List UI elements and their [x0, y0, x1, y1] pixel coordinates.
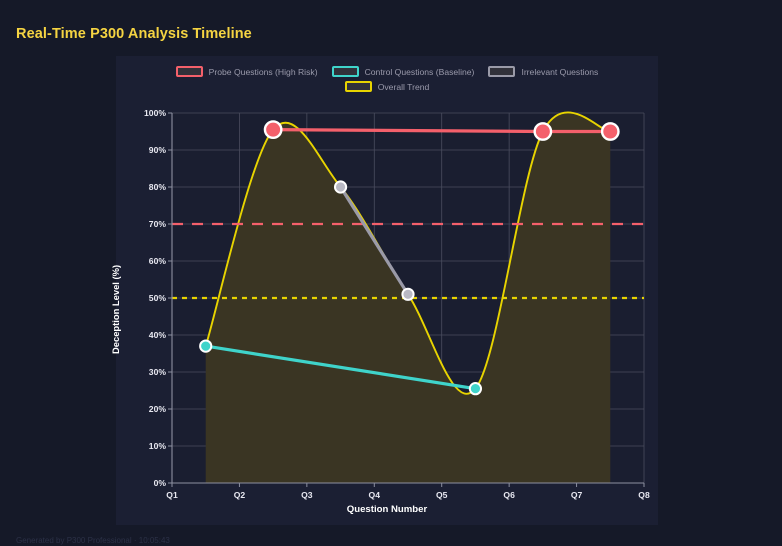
chart-canvas — [168, 111, 645, 487]
data-point-irrelevant[interactable] — [333, 180, 348, 194]
x-axis-tick-label: Q4 — [368, 490, 381, 500]
data-point-probe[interactable] — [263, 120, 283, 140]
chart-card: Probe Questions (High Risk) Control Ques… — [110, 56, 658, 525]
legend-label-probe: Probe Questions (High Risk) — [208, 66, 318, 77]
x-axis-tick-label: Q5 — [435, 490, 448, 500]
y-axis-tick-label: 80% — [148, 182, 166, 192]
x-axis-tick-label: Q7 — [570, 490, 583, 500]
y-axis-label: Deception Level (%) — [110, 264, 121, 354]
data-point-probe[interactable] — [600, 122, 620, 141]
x-axis-tick-label: Q1 — [166, 490, 178, 500]
legend-label-control: Control Questions (Baseline) — [364, 66, 475, 77]
legend-item-control[interactable]: Control Questions (Baseline) — [331, 66, 475, 77]
plot-area: 0% 10% 20% 30% 40% 50% 60% 70% 80% 90% 100% Q1 Q2 Q3… — [110, 56, 658, 525]
chart-legend: Probe Questions (High Risk) Control Ques… — [116, 66, 658, 92]
legend-label-trend: Overall Trend — [377, 81, 430, 92]
series-line-irrelevant — [338, 185, 410, 296]
x-axis-tick-label: Q8 — [638, 490, 650, 500]
legend-swatch-irrelevant — [488, 66, 516, 77]
legend-swatch-probe — [175, 66, 203, 77]
legend-swatch-trend — [344, 81, 372, 92]
x-axis-label: Question Number — [346, 504, 428, 515]
data-point-irrelevant[interactable] — [401, 287, 415, 301]
y-axis-tick-label: 90% — [148, 145, 166, 155]
y-axis-tick-label: 40% — [148, 330, 166, 340]
y-axis-tick-label: 10% — [148, 441, 166, 451]
y-axis-tick-label: 60% — [148, 256, 166, 266]
x-axis-tick-label: Q2 — [233, 490, 246, 500]
x-axis-tick-label: Q6 — [503, 490, 515, 500]
series-line-probe — [271, 128, 612, 134]
legend-label-irrelevant: Irrelevant Questions — [521, 66, 599, 77]
legend-item-probe[interactable]: Probe Questions (High Risk) — [175, 66, 318, 77]
data-point-control[interactable] — [468, 382, 483, 396]
x-axis-tick-label: Q3 — [301, 490, 313, 500]
y-axis-tick-label: 100% — [144, 108, 166, 118]
legend-item-trend[interactable]: Overall Trend — [344, 81, 430, 92]
footer-text: Generated by P300 Professional · 10:05:4… — [16, 536, 170, 545]
y-axis-tick-label: 20% — [148, 404, 166, 414]
data-point-control[interactable] — [199, 339, 213, 353]
data-point-probe[interactable] — [533, 122, 553, 141]
y-axis-tick-label: 50% — [148, 293, 166, 303]
series-line-control — [204, 344, 478, 391]
y-axis-tick-label: 30% — [148, 367, 166, 377]
y-axis-tick-label: 70% — [148, 219, 166, 229]
legend-item-irrelevant[interactable]: Irrelevant Questions — [488, 66, 598, 77]
legend-swatch-control — [331, 66, 359, 77]
y-axis-tick-label: 0% — [153, 478, 166, 488]
page-title: Real-Time P300 Analysis Timeline — [16, 26, 252, 42]
